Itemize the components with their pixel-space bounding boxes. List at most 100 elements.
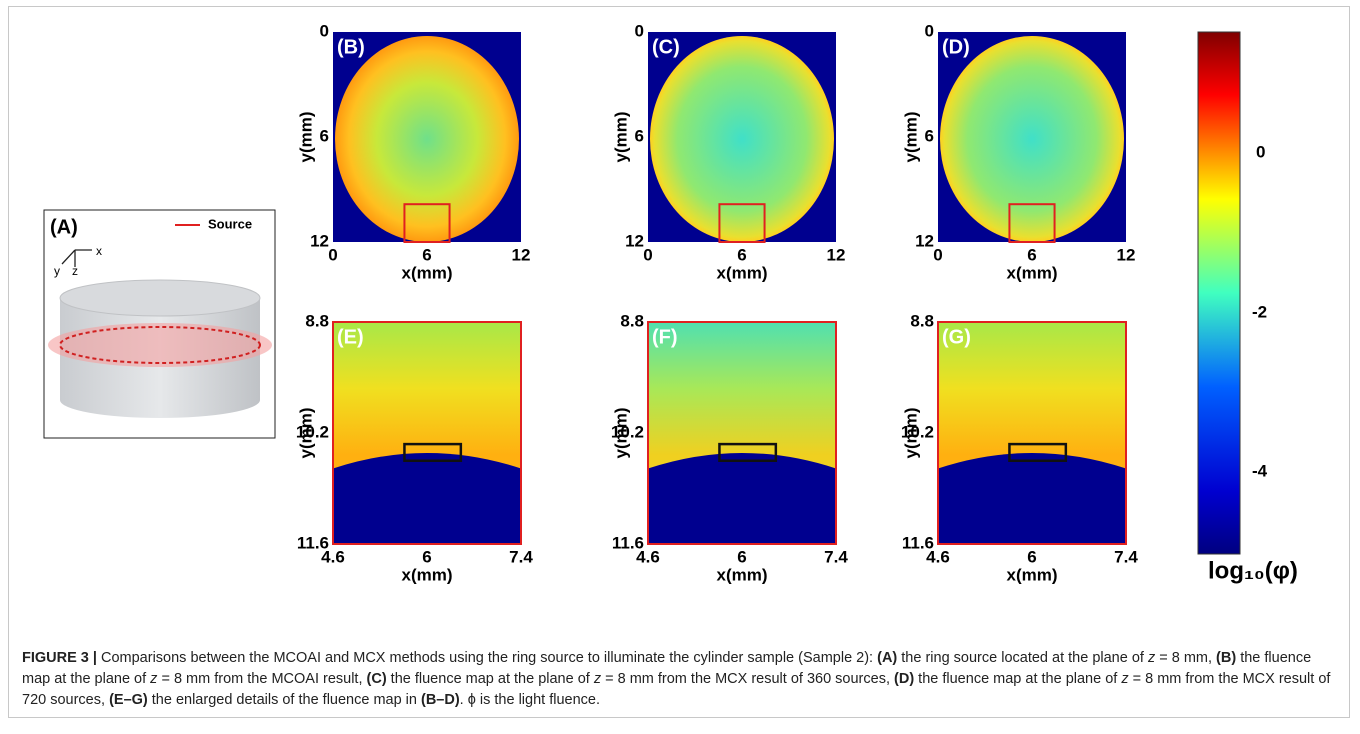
- caption-run: the fluence map at the plane of: [914, 671, 1122, 687]
- caption-run: z: [1147, 650, 1156, 666]
- fluence-disk: [940, 36, 1124, 242]
- outside-region: [938, 452, 1126, 544]
- panel-label: (F): [652, 326, 678, 348]
- panel-label: (A): [50, 216, 78, 238]
- y-tick-label: 6: [320, 126, 329, 145]
- y-tick-label: 12: [625, 231, 644, 250]
- outside-region: [333, 452, 521, 544]
- ring-source: [48, 323, 272, 367]
- axis-x-label: x: [96, 244, 102, 258]
- x-axis-label: x(mm): [1006, 263, 1057, 282]
- caption-run: = 8 mm from the MCOAI result,: [157, 671, 367, 687]
- x-axis-label: x(mm): [401, 565, 452, 584]
- caption-run: = 8 mm,: [1155, 650, 1217, 666]
- caption-run: . ϕ is the light fluence.: [459, 692, 600, 708]
- caption-run: = 8 mm from the MCX result of 360 source…: [601, 671, 895, 687]
- caption-run: (A): [877, 650, 898, 666]
- caption-run: the ring source located at the plane of: [897, 650, 1148, 666]
- y-tick-label: 8.8: [620, 311, 644, 330]
- caption-run: z: [593, 671, 602, 687]
- colorbar-label: log₁₀(φ): [1208, 557, 1298, 584]
- detail-box: [718, 442, 778, 463]
- legend-text: Source: [208, 216, 252, 231]
- panel-label: (C): [652, 36, 680, 58]
- x-tick-label: 6: [1027, 245, 1036, 264]
- x-tick-label: 6: [737, 245, 746, 264]
- caption-run: (D): [894, 671, 915, 687]
- panel-border: [647, 321, 837, 545]
- x-tick-label: 12: [1117, 245, 1136, 264]
- colorbar-tick: -2: [1252, 302, 1267, 321]
- y-tick-label: 10.2: [901, 422, 934, 441]
- caption-run: (B–D): [421, 692, 460, 708]
- y-tick-label: 12: [310, 231, 329, 250]
- caption-run: z: [1121, 671, 1129, 687]
- detail-box: [1008, 442, 1068, 463]
- y-axis-label: y(mm): [296, 407, 315, 458]
- y-tick-label: 0: [635, 21, 644, 40]
- cylinder-top: [59, 279, 261, 317]
- x-tick-label: 7.4: [509, 547, 533, 566]
- x-tick-label: 7.4: [824, 547, 848, 566]
- y-tick-label: 10.2: [611, 422, 644, 441]
- x-tick-label: 0: [933, 245, 942, 264]
- panel-label: (E): [337, 326, 364, 348]
- x-tick-label: 6: [422, 245, 431, 264]
- y-axis-label: y(mm): [611, 407, 630, 458]
- caption-run: the enlarged details of the fluence map …: [147, 692, 421, 708]
- caption-run: = 8 mm from the MCX result of 720 source…: [22, 671, 1331, 708]
- x-tick-label: 6: [737, 547, 746, 566]
- caption-run: z: [150, 671, 158, 687]
- x-tick-label: 6: [422, 547, 431, 566]
- y-axis-label: y(mm): [901, 111, 920, 162]
- axes-icon: [61, 249, 92, 267]
- zoom-box: [1008, 203, 1056, 243]
- x-axis-label: x(mm): [716, 565, 767, 584]
- y-tick-label: 8.8: [910, 311, 934, 330]
- caption-run: FIGURE 3 |: [22, 650, 97, 666]
- y-tick-label: 0: [320, 21, 329, 40]
- y-axis-label: y(mm): [296, 111, 315, 162]
- axis-y-label: y: [54, 264, 60, 278]
- colorbar-tick: 0: [1256, 142, 1265, 161]
- ring-line: [59, 326, 261, 364]
- caption-run: (E–G): [109, 692, 148, 708]
- x-tick-label: 0: [643, 245, 652, 264]
- y-tick-label: 8.8: [305, 311, 329, 330]
- x-axis-label: x(mm): [401, 263, 452, 282]
- zoom-box: [403, 203, 451, 243]
- panel-label: (G): [942, 326, 971, 348]
- panel-label: (D): [942, 36, 970, 58]
- outside-region: [648, 452, 836, 544]
- y-tick-label: 0: [925, 21, 934, 40]
- fluence-disk: [335, 36, 519, 242]
- y-axis-label: y(mm): [901, 407, 920, 458]
- x-tick-label: 12: [512, 245, 531, 264]
- figure-frame: [8, 6, 1350, 718]
- x-tick-label: 4.6: [636, 547, 660, 566]
- y-tick-label: 10.2: [296, 422, 329, 441]
- x-axis-label: x(mm): [716, 263, 767, 282]
- panel-border: [332, 321, 522, 545]
- caption: FIGURE 3 | Comparisons between the MCOAI…: [22, 648, 1338, 711]
- fluence-disk: [650, 36, 834, 242]
- x-tick-label: 12: [827, 245, 846, 264]
- x-tick-label: 0: [328, 245, 337, 264]
- x-tick-label: 6: [1027, 547, 1036, 566]
- x-axis-label: x(mm): [1006, 565, 1057, 584]
- y-axis-label: y(mm): [611, 111, 630, 162]
- panel-label: (B): [337, 36, 365, 58]
- y-tick-label: 6: [925, 126, 934, 145]
- axis-z-label: z: [72, 264, 78, 278]
- caption-run: the fluence map at the plane of: [386, 671, 594, 687]
- caption-run: (C): [366, 671, 387, 687]
- y-tick-label: 11.6: [297, 533, 329, 552]
- caption-run: the fluence map at the plane of: [22, 650, 1312, 687]
- colorbar-tick: -4: [1252, 461, 1268, 480]
- caption-run: (B): [1216, 650, 1237, 666]
- panel-border: [937, 321, 1127, 545]
- figure: (A) Source x y z 0 -2 -4 log₁₀(φ) (B) 0 0 6…: [43, 21, 1298, 584]
- x-tick-label: 4.6: [926, 547, 950, 566]
- y-tick-label: 6: [635, 126, 644, 145]
- y-tick-label: 12: [915, 231, 934, 250]
